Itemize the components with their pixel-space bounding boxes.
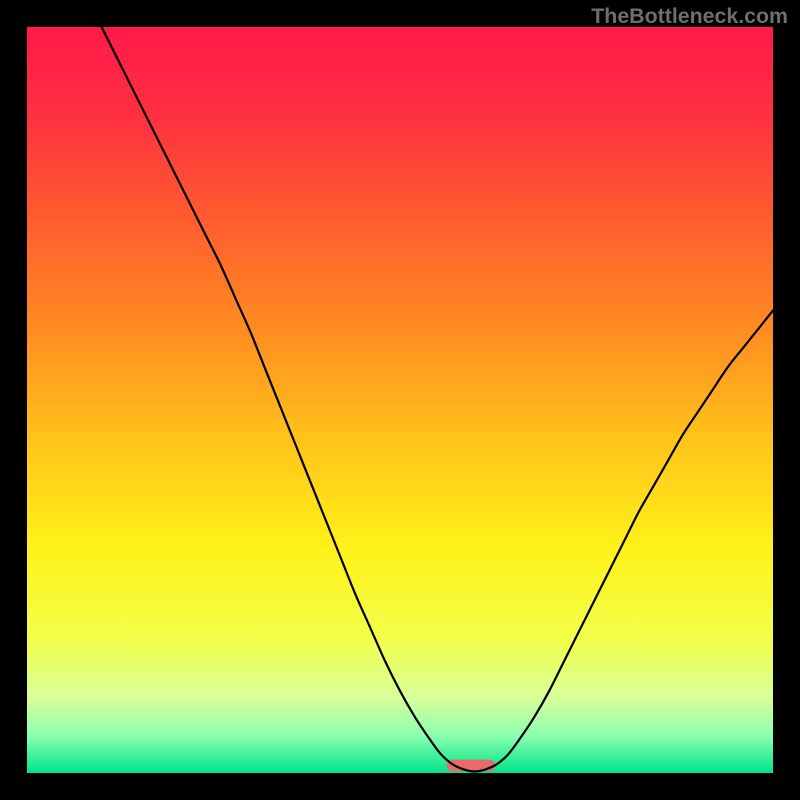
watermark-text: TheBottleneck.com <box>591 4 788 29</box>
chart-container: TheBottleneck.com <box>0 0 800 800</box>
chart-svg <box>27 27 773 773</box>
plot-area <box>27 27 773 773</box>
chart-background <box>27 27 773 773</box>
